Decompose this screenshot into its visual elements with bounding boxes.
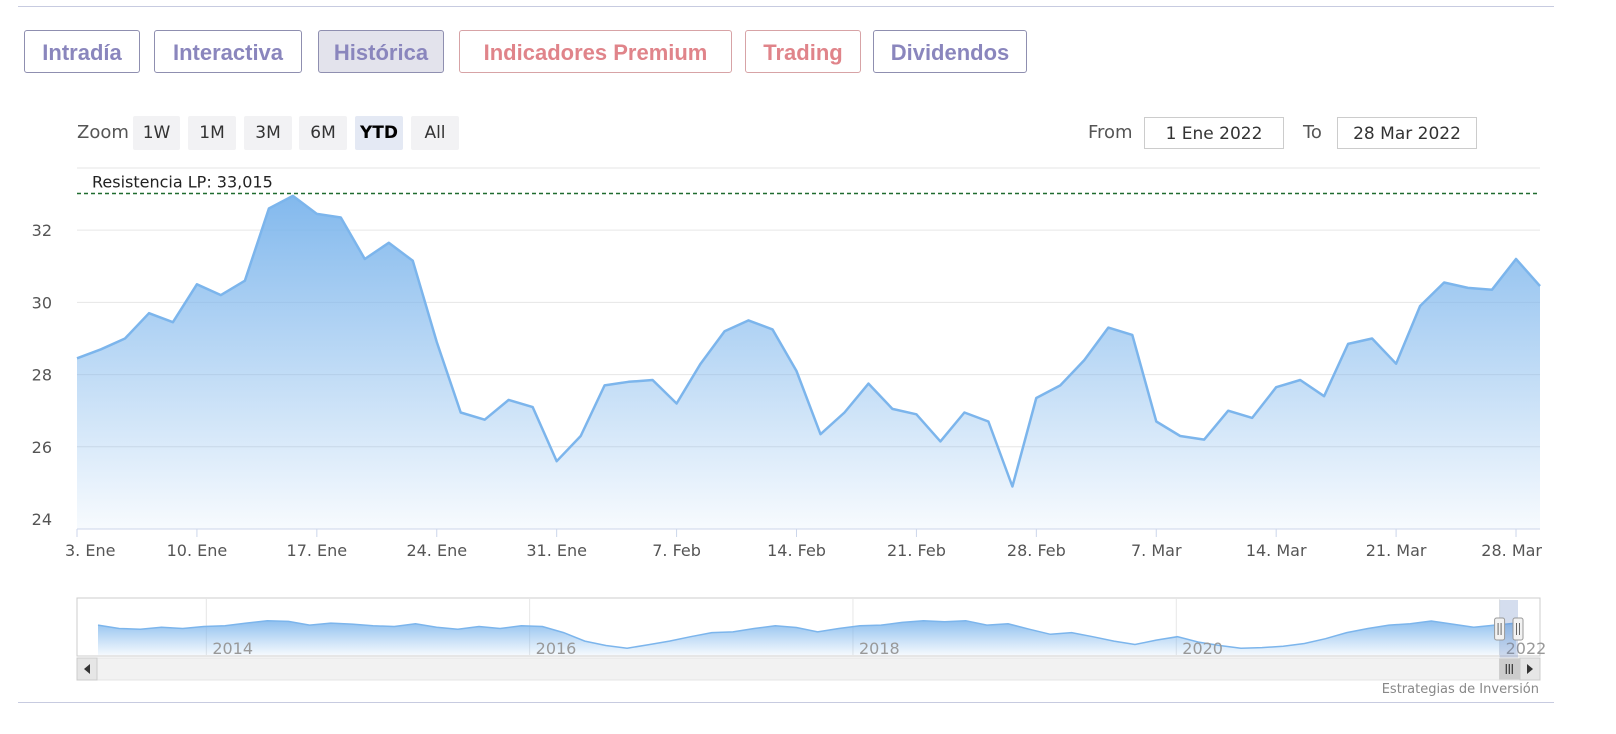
zoom-label: Zoom [77, 122, 129, 143]
from-date-input[interactable]: 1 Ene 2022 [1144, 117, 1284, 149]
arrow-left-icon [84, 664, 90, 674]
x-tick-label: 24. Ene [406, 541, 467, 560]
tab-indicadores-premium[interactable]: Indicadores Premium [459, 30, 732, 73]
x-tick-label: 7. Mar [1131, 541, 1182, 560]
tab-historica[interactable]: Histórica [318, 30, 444, 73]
y-tick-label: 24 [32, 510, 52, 529]
navigator-handle [1512, 617, 1524, 641]
to-label: To [1303, 122, 1322, 143]
x-tick-label: 14. Feb [767, 541, 826, 560]
navigator-handles[interactable] [1494, 617, 1524, 641]
zoom-6m-button[interactable]: 6M [299, 116, 347, 150]
navigator-year-label: 2016 [536, 639, 577, 658]
navigator-year-label: 2018 [859, 639, 900, 658]
to-date-input[interactable]: 28 Mar 2022 [1337, 117, 1477, 149]
x-tick-label: 3. Ene [65, 541, 115, 560]
x-tick-label: 14. Mar [1246, 541, 1307, 560]
zoom-1w-button[interactable]: 1W [133, 116, 180, 150]
y-tick-label: 28 [32, 366, 52, 385]
navigator-year-label: 2020 [1182, 639, 1223, 658]
y-tick-label: 32 [32, 221, 52, 240]
navigator: 2014 2016 2018 2020 2022 [76, 597, 1546, 659]
x-tick-label: 28. Mar [1481, 541, 1542, 560]
navigator-line [97, 619, 1517, 649]
x-tick-label: 21. Feb [887, 541, 946, 560]
tab-dividendos[interactable]: Dividendos [873, 30, 1027, 73]
chart-credit: Estrategias de Inversión [1381, 682, 1539, 697]
zoom-all-button[interactable]: All [411, 116, 459, 150]
resistance-label: Resistencia LP: 33,015 [92, 173, 273, 192]
zoom-ytd-button[interactable]: YTD [355, 116, 403, 150]
navigator-selection[interactable] [1499, 600, 1518, 659]
top-divider [18, 6, 1554, 7]
x-tick-label: 21. Mar [1366, 541, 1427, 560]
navigator-year-label: 2022 [1506, 639, 1547, 658]
scrollbar-track[interactable] [76, 657, 1541, 681]
grip-icon [1505, 664, 1513, 674]
navigator-handle [1494, 617, 1506, 641]
tab-intradia[interactable]: Intradía [24, 30, 140, 73]
scrollbar[interactable] [76, 657, 1541, 681]
x-tick-label: 10. Ene [167, 541, 228, 560]
price-area [77, 195, 1540, 529]
tab-interactiva[interactable]: Interactiva [154, 30, 302, 73]
x-tick-label: 17. Ene [287, 541, 348, 560]
x-tick-label: 7. Feb [652, 541, 701, 560]
x-tick-label: 31. Ene [526, 541, 587, 560]
tab-trading[interactable]: Trading [745, 30, 861, 73]
bottom-divider [18, 702, 1554, 703]
y-axis-labels: 24 26 28 30 32 [32, 221, 52, 529]
x-axis-labels: 3. Ene 10. Ene 17. Ene 24. Ene 31. Ene 7. Feb… [65, 529, 1542, 560]
from-label: From [1088, 122, 1133, 143]
navigator-year-labels: 2014 2016 2018 2020 2022 [212, 639, 1546, 658]
price-line [76, 194, 1541, 488]
y-tick-label: 26 [32, 438, 52, 457]
navigator-year-label: 2014 [212, 639, 253, 658]
y-tick-label: 30 [32, 293, 52, 312]
zoom-3m-button[interactable]: 3M [244, 116, 292, 150]
zoom-1m-button[interactable]: 1M [188, 116, 236, 150]
x-tick-label: 28. Feb [1007, 541, 1066, 560]
arrow-right-icon [1527, 664, 1533, 674]
